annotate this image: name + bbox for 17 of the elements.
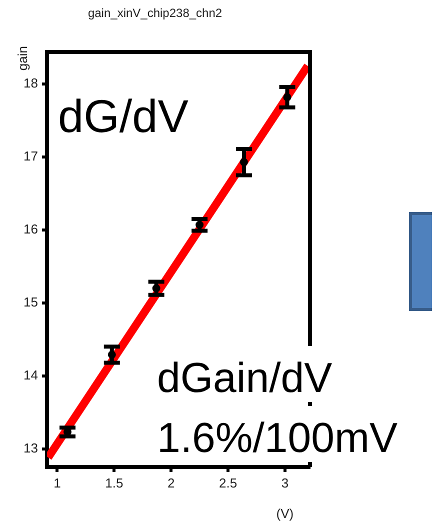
x-tick-label: 3	[281, 475, 289, 490]
annotation: dGain/dV	[157, 354, 332, 401]
x-tick-label: 2	[167, 475, 175, 490]
x-tick-label: 2.5	[218, 475, 238, 490]
y-axis-title: gain	[15, 46, 30, 71]
y-tick-label: 15	[24, 294, 38, 310]
x-tick-label: 1.5	[105, 475, 124, 490]
x-axis-title: (V)	[276, 506, 294, 521]
y-tick-label: 17	[24, 148, 38, 164]
y-tick-label: 14	[24, 367, 38, 382]
chart-title: gain_xinV_chip238_chn2	[88, 6, 222, 20]
annotation: dG/dV	[58, 90, 189, 142]
x-tick-label: 1	[54, 475, 61, 490]
y-tick-label: 18	[24, 76, 38, 91]
y-tick-label: 16	[24, 222, 38, 237]
y-tick-label: 13	[24, 440, 38, 456]
annotation: 1.6%/100mV	[157, 414, 398, 461]
